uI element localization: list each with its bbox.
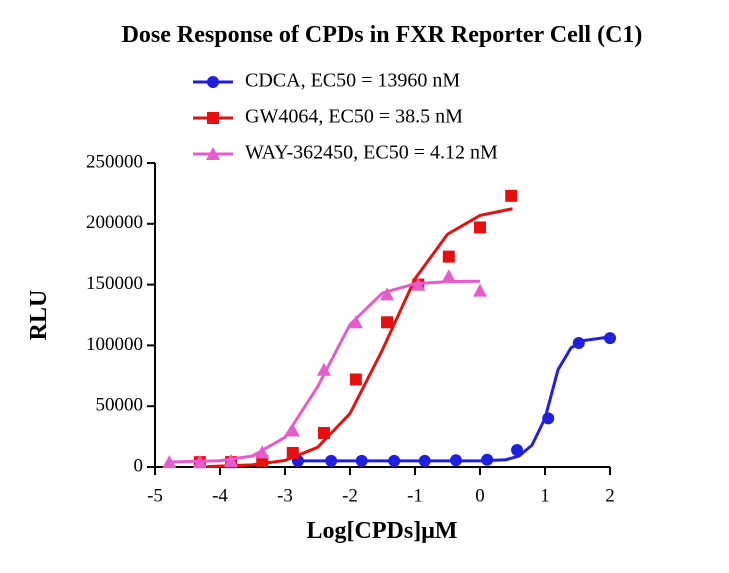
x-tick-label: -4 [212,485,228,506]
data-point [224,453,239,467]
x-tick-label: 1 [540,485,550,506]
x-tick-label: -2 [342,485,358,506]
x-tick-label: -3 [277,485,293,506]
legend-label: WAY-362450, EC50 = 4.12 nM [245,142,498,164]
data-point [318,426,330,439]
legend-marker [206,147,220,160]
data-point [604,332,616,345]
chart-title: Dose Response of CPDs in FXR Reporter Ce… [122,22,643,48]
data-point [441,269,456,283]
data-point [255,445,270,459]
legend-label: CDCA, EC50 = 13960 nM [245,70,460,92]
y-axis-label: RLU [26,290,52,341]
data-point [162,455,177,469]
y-tick-label: 100000 [86,334,143,355]
data-point [285,423,300,437]
fit-curve [298,335,611,463]
data-point [572,336,585,349]
x-tick-label: 2 [605,485,615,506]
data-point [481,453,494,466]
data-point [349,373,362,386]
data-point [355,454,368,467]
data-point [473,283,487,297]
legend-marker [207,76,219,88]
data-point [381,316,394,329]
data-point [511,443,524,456]
y-tick-label: 200000 [86,212,143,233]
data-point [449,454,462,467]
x-axis-label: Log[CPDs]μM [307,518,458,544]
data-point [411,277,426,291]
data-point [418,454,431,467]
x-tick-label: -5 [147,485,163,506]
data-point [442,250,455,263]
fit-curve [206,207,513,469]
data-point [317,362,331,376]
y-tick-label: 0 [134,455,144,476]
legend-marker [207,112,219,124]
data-point [505,189,518,202]
data-point [348,315,363,329]
x-tick-label: -1 [407,485,423,506]
data-point [380,287,395,301]
data-point [388,454,401,467]
y-tick-label: 250000 [86,151,143,172]
data-point [325,454,338,467]
data-point [542,412,555,425]
data-point [286,447,299,460]
legend-label: GW4064, EC50 = 38.5 nM [245,106,463,128]
fit-curve [167,279,481,464]
x-tick-label: 0 [475,485,485,506]
data-point [192,455,207,469]
y-tick-label: 50000 [96,395,144,416]
data-point [474,221,486,234]
y-tick-label: 150000 [86,273,143,294]
